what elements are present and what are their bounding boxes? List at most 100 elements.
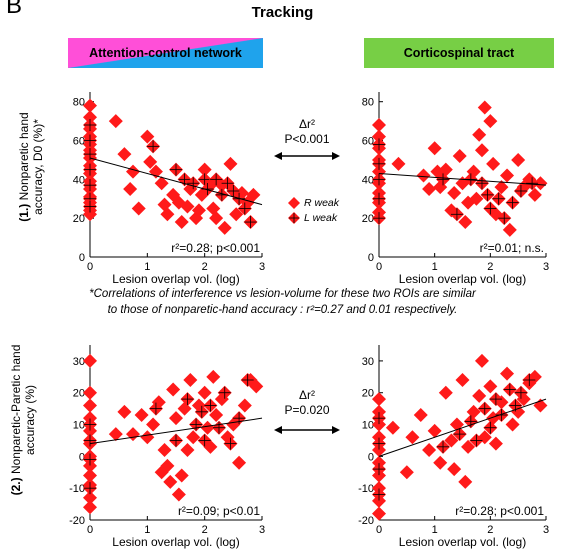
data-point-r-weak — [140, 129, 155, 144]
data-point-r-weak — [385, 420, 400, 435]
r2-annotation: r²=0.09; p<0.01 — [178, 504, 260, 518]
data-point-r-weak — [83, 110, 97, 125]
legend-l-diamond-cross-icon — [288, 212, 300, 224]
data-point-r-weak — [246, 187, 261, 202]
data-point-r-weak — [533, 176, 548, 191]
x-tick-label: 1 — [432, 261, 438, 273]
banner-corticospinal: Corticospinal tract — [364, 38, 554, 68]
data-point-r-weak — [372, 506, 386, 521]
data-point-r-weak — [140, 430, 155, 445]
data-point-r-weak — [160, 207, 175, 222]
x-tick-label: 1 — [144, 524, 150, 536]
data-point-r-weak — [200, 420, 215, 435]
data-point-r-weak — [180, 199, 195, 214]
data-point-r-weak — [174, 215, 189, 230]
y-tick-label: 60 — [73, 136, 85, 148]
data-point-r-weak — [447, 185, 462, 200]
data-point-r-weak — [472, 388, 487, 403]
data-point-r-weak — [455, 373, 470, 387]
data-point-r-weak — [126, 164, 140, 179]
y-tick-label: 20 — [73, 213, 85, 225]
x-tick-label: 3 — [543, 261, 549, 273]
data-point-r-weak — [191, 203, 206, 218]
data-point-r-weak — [372, 392, 386, 407]
data-point-r-weak — [197, 385, 212, 400]
data-point-r-weak — [427, 423, 442, 438]
x-tick-label: 1 — [432, 524, 438, 536]
data-point-r-weak — [232, 455, 247, 470]
y-tick-label: -20 — [69, 515, 85, 527]
data-point-r-weak — [461, 439, 476, 454]
banner-attention-control: Attention-control network — [68, 38, 263, 68]
data-point-r-weak — [438, 385, 453, 400]
y-tick-label: 20 — [362, 213, 374, 225]
data-point-r-weak — [458, 474, 473, 489]
data-point-r-weak — [126, 427, 140, 442]
data-point-r-weak — [416, 168, 431, 183]
y-tick-label: 40 — [73, 174, 85, 186]
x-tick-label: 3 — [259, 524, 265, 536]
data-point-r-weak — [117, 147, 132, 162]
y-tick-label: 80 — [362, 97, 374, 109]
data-point-r-weak — [483, 114, 498, 129]
data-point-r-weak — [444, 433, 459, 448]
footnote-line-2: to those of nonparetic-hand accuracy : r… — [107, 304, 458, 316]
comparison-1-p: P<0.001 — [284, 132, 330, 146]
data-point-r-weak — [488, 436, 503, 451]
data-point-r-weak — [391, 156, 406, 171]
data-point-r-weak — [143, 154, 158, 169]
figure-title: Tracking — [251, 4, 314, 21]
data-point-r-weak — [217, 220, 232, 235]
x-tick-label: 2 — [202, 261, 208, 273]
comparison-1-label: Δr² — [298, 117, 315, 131]
data-point-r-weak — [413, 408, 428, 422]
y-tick-label: 30 — [73, 356, 85, 368]
x-tick-label: 0 — [87, 524, 93, 536]
data-point-r-weak — [209, 211, 224, 226]
data-point-r-weak — [486, 156, 501, 171]
x-tick-label: 1 — [144, 261, 150, 273]
data-point-r-weak — [163, 474, 178, 489]
data-point-r-weak — [174, 468, 189, 483]
data-point-r-weak — [372, 164, 386, 179]
regression-line — [89, 157, 263, 206]
y-tick-label: -10 — [358, 483, 374, 495]
x-axis-label: Lesion overlap vol. (log) — [399, 535, 526, 549]
x-tick-label: 2 — [487, 261, 493, 273]
data-point-r-weak — [500, 168, 515, 183]
data-point-r-weak — [422, 182, 437, 197]
data-point-r-weak — [123, 182, 138, 197]
data-point-r-weak — [249, 379, 264, 394]
data-point-r-weak — [83, 500, 97, 515]
comparison-2-label: Δr² — [298, 388, 315, 402]
y-tick-label: 20 — [73, 388, 85, 400]
data-point-r-weak — [183, 373, 198, 387]
data-point-r-weak — [83, 385, 97, 400]
comparison-2-p: P=0.020 — [284, 403, 330, 417]
y-tick-label: 10 — [362, 420, 374, 432]
legend-r-label: R weak — [304, 197, 340, 209]
y-tick-label: 80 — [73, 97, 85, 109]
panel-letter: B — [6, 0, 23, 19]
x-tick-label: 3 — [543, 524, 549, 536]
y-tick-label: 10 — [73, 420, 85, 432]
data-point-r-weak — [372, 129, 386, 144]
legend: R weak L weak — [288, 197, 339, 224]
comparison-1: Δr² P<0.001 — [272, 117, 342, 147]
x-tick-label: 3 — [259, 261, 265, 273]
x-tick-label: 2 — [202, 524, 208, 536]
data-point-r-weak — [474, 143, 489, 158]
data-point-r-weak — [117, 404, 132, 419]
data-point-r-weak — [494, 180, 509, 195]
x-tick-label: 0 — [376, 524, 382, 536]
y-tick-label: -10 — [69, 483, 85, 495]
data-point-r-weak — [146, 417, 161, 432]
comparison-2: Δr² P=0.020 — [272, 388, 342, 418]
y-tick-label: 0 — [368, 451, 374, 463]
data-point-r-weak — [505, 417, 520, 432]
data-point-r-weak — [108, 427, 123, 442]
data-point-r-weak — [229, 207, 244, 222]
x-tick-label: 2 — [487, 524, 493, 536]
x-axis-label: Lesion overlap vol. (log) — [399, 272, 526, 286]
data-point-r-weak — [511, 152, 526, 167]
